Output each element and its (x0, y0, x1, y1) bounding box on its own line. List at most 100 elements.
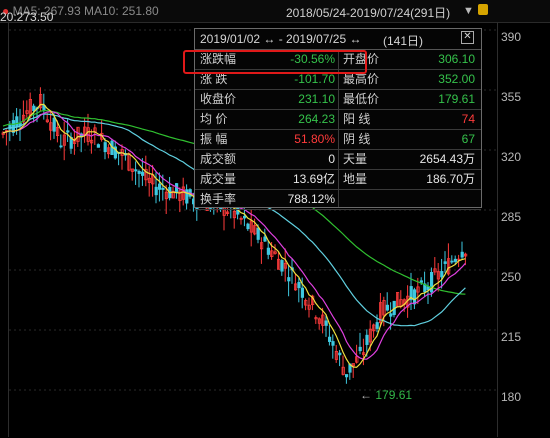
candle-body (355, 356, 359, 363)
stat-value: 13.69亿 (292, 172, 335, 186)
price-tick-label: 180 (501, 390, 522, 404)
price-axis: 390 355 320 285 250 215 180 (497, 22, 550, 438)
candle-body (32, 105, 36, 111)
candle-body (273, 251, 277, 254)
stat-value: 264.23 (298, 112, 335, 126)
candle-body (96, 144, 100, 148)
candle-body (324, 320, 328, 326)
stat-value: 186.70万 (426, 172, 475, 186)
candle-body (39, 94, 43, 109)
lowest-price-label: ← 179.61 (360, 388, 413, 402)
price-tick-label: 390 (501, 30, 522, 44)
price-tick-label: 250 (501, 270, 522, 284)
candle-body (52, 117, 56, 132)
stat-label: 阳 线 (343, 112, 371, 126)
candle-body (256, 227, 260, 240)
candle-body (59, 145, 63, 148)
stat-label: 最高价 (343, 72, 380, 86)
candle-body (15, 116, 19, 128)
candle-body (242, 215, 247, 219)
interval-stats-panel: 2019/01/02 ↔ - 2019/07/25 ↔ (141日) ✕ 涨跌幅… (194, 28, 482, 210)
stat-label: 成交量 (200, 172, 237, 186)
row-divider (195, 209, 481, 210)
candle-body (293, 283, 298, 291)
candle-body (307, 304, 311, 310)
candle-body (317, 318, 322, 324)
candle-body (463, 253, 468, 257)
stat-value: -30.56% (290, 52, 335, 66)
candle-body (249, 220, 253, 233)
candle-body (11, 120, 15, 133)
candle-body (90, 139, 94, 144)
candle-body (56, 126, 60, 136)
candle-body (113, 146, 117, 159)
candle-body (382, 300, 386, 316)
stats-date-range[interactable]: 2019/01/02 ↔ - 2019/07/25 ↔ (200, 32, 362, 46)
stat-label: 天量 (343, 152, 368, 166)
candle-body (137, 170, 141, 174)
lock-icon[interactable] (478, 4, 488, 15)
candle-body (157, 183, 162, 190)
candle-body (440, 271, 444, 278)
candle-body (225, 211, 230, 214)
candle-body (365, 334, 369, 345)
candle-body (409, 286, 413, 301)
stat-value: 179.61 (438, 92, 475, 106)
candle-body (341, 366, 345, 375)
price-tick-label: 215 (501, 330, 522, 344)
candle-body (446, 258, 451, 275)
date-range-label: 2018/05/24-2019/07/24(291日) (286, 6, 451, 20)
stat-label: 均 价 (200, 112, 228, 126)
moving-average-legend: ● MA5: 267.93 MA10: 251.80 (2, 4, 159, 18)
price-tick-label: 320 (501, 150, 522, 164)
candle-body (412, 289, 417, 305)
candle-body (304, 299, 308, 306)
dropdown-triangle-icon[interactable]: ▼ (463, 5, 474, 17)
candle-body (21, 114, 26, 123)
stat-label: 涨 跌 (200, 72, 228, 86)
stat-label: 涨跌幅 (200, 52, 237, 66)
candle-body (103, 142, 107, 153)
candle-body (259, 242, 264, 250)
candle-body (358, 346, 362, 352)
candle-body (25, 110, 29, 114)
stat-value: 51.80% (294, 132, 335, 146)
stat-value: 2654.43万 (419, 152, 475, 166)
candle-body (426, 286, 430, 291)
candle-body (266, 247, 271, 255)
close-icon[interactable]: ✕ (461, 31, 474, 44)
candle-body (45, 119, 50, 123)
candle-body (375, 322, 379, 329)
stat-value: 67 (461, 132, 475, 146)
ma5-line (2, 103, 466, 368)
candle-body (436, 271, 441, 280)
stats-day-count: (141日) (383, 34, 424, 48)
candle-body (239, 217, 243, 220)
chart-frame (8, 22, 498, 437)
candle-body (378, 302, 383, 324)
candle-body (429, 272, 434, 293)
chart-header-bar: ● MA5: 267.93 MA10: 251.80 2018/05/24-20… (0, 0, 550, 23)
candle-body (140, 171, 145, 176)
stat-value: -101.70 (294, 72, 335, 86)
candle-body (62, 134, 67, 146)
stat-value: 231.10 (298, 92, 335, 106)
stat-label: 阴 线 (343, 132, 371, 146)
candle-body (450, 260, 454, 263)
candle-body (334, 351, 339, 360)
candle-body (457, 258, 461, 261)
candle-body (144, 168, 148, 181)
candle-body (423, 283, 427, 293)
stat-value: 352.00 (438, 72, 475, 86)
candle-body (246, 223, 250, 230)
candle-body (300, 287, 305, 298)
candle-body (385, 304, 390, 311)
candle-body (460, 251, 464, 258)
price-tick-label: 285 (501, 210, 522, 224)
candle-body (107, 147, 111, 155)
price-tick-label: 355 (501, 90, 522, 104)
candle-body (419, 280, 424, 283)
candle-body (372, 324, 376, 332)
candle-body (280, 260, 284, 272)
highlight-box (183, 50, 367, 74)
